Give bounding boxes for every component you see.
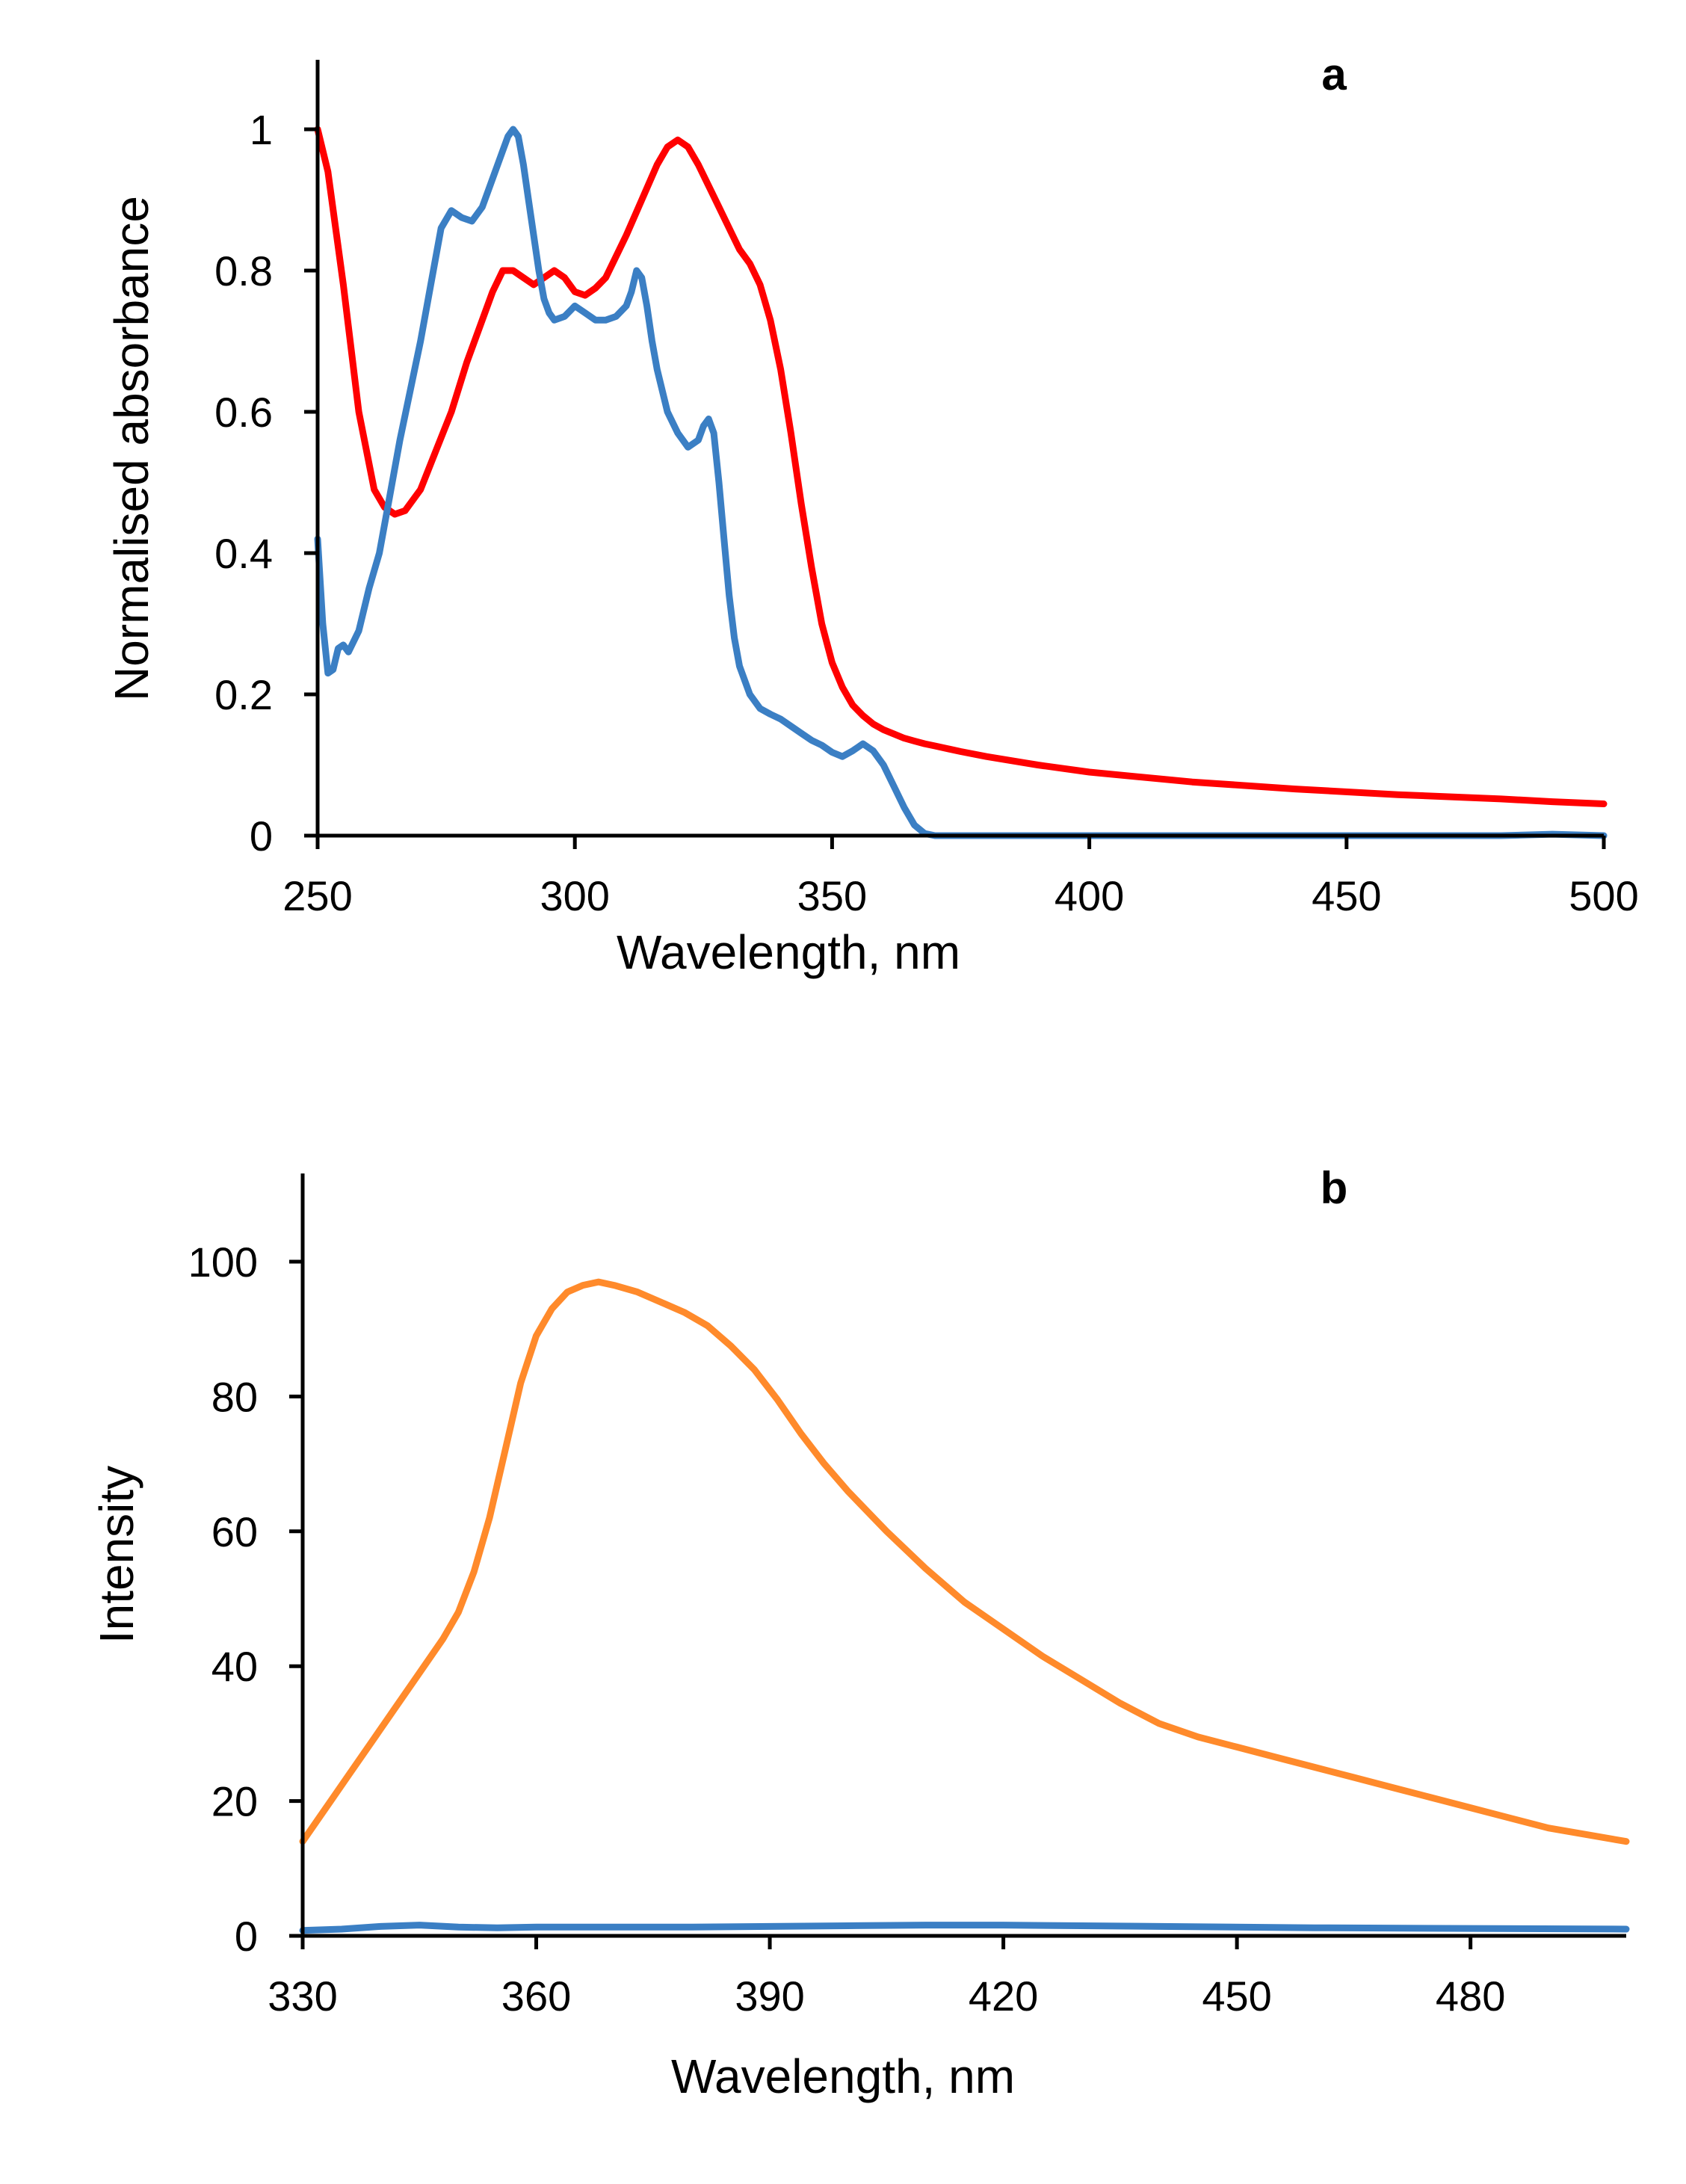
panel-a-x-tick-label: 300 — [540, 872, 609, 919]
panel-a-x-axis-title: Wavelength, nm — [617, 925, 960, 979]
panel-b-y-ticks: 0 20 40 60 80 100 — [188, 1238, 303, 1960]
panel-a-y-ticks: 0 0.2 0.4 0.6 0.8 1 — [214, 106, 318, 860]
panel-a-y-tick-label: 0 — [250, 812, 273, 860]
panel-a-y-tick-label: 1 — [250, 106, 273, 153]
panel-b-label: b — [1321, 1163, 1348, 1213]
panel-b-y-tick-label: 0 — [235, 1913, 258, 1960]
panel-b-x-axis-title: Wavelength, nm — [671, 2049, 1015, 2103]
panel-b-x-tick-label: 390 — [735, 1972, 804, 2020]
panel-a-y-tick-label: 0.4 — [214, 530, 273, 577]
panel-a-y-tick-label: 0.6 — [214, 389, 273, 436]
panel-a-y-axis-title: Normalised absorbance — [105, 196, 158, 701]
panel-a-y-tick-label: 0.2 — [214, 671, 273, 718]
panel-a-blue-series-line — [314, 126, 1608, 839]
panel-a: 250 300 350 400 450 500 0 0.2 0.4 0.6 0.8 1 Wavele… — [105, 49, 1639, 979]
panel-a-x-tick-label: 350 — [797, 872, 867, 919]
panel-b-x-ticks: 330 360 390 420 450 480 — [268, 1936, 1505, 2020]
panel-b-y-tick-label: 80 — [211, 1373, 258, 1420]
panel-b-y-tick-label: 20 — [211, 1778, 258, 1825]
panel-a-x-tick-label: 250 — [282, 872, 352, 919]
panel-a-series — [314, 126, 1608, 839]
panel-b-series — [299, 1278, 1630, 1934]
panel-b-x-tick-label: 450 — [1202, 1972, 1271, 2020]
panel-b-blue-series-line — [299, 1922, 1630, 1934]
panel-b-orange-series-line — [299, 1278, 1630, 1845]
panel-a-red-series-line — [314, 126, 1608, 807]
panel-b-x-tick-label: 330 — [268, 1972, 337, 2020]
panel-b-x-tick-label: 360 — [501, 1972, 571, 2020]
panel-b-y-tick-label: 40 — [211, 1643, 258, 1690]
panel-b: 330 360 390 420 450 480 0 20 40 60 80 100 Waveleng… — [90, 1163, 1630, 2103]
panel-a-x-tick-label: 400 — [1054, 872, 1124, 919]
panel-b-y-axis-title: Intensity — [90, 1466, 143, 1644]
panel-a-label: a — [1321, 49, 1347, 99]
panel-a-y-tick-label: 0.8 — [214, 247, 273, 294]
panel-b-y-tick-label: 100 — [188, 1238, 258, 1286]
panel-b-x-tick-label: 480 — [1436, 1972, 1505, 2020]
panel-a-x-tick-label: 450 — [1312, 872, 1381, 919]
panel-b-y-tick-label: 60 — [211, 1508, 258, 1555]
panel-a-x-tick-label: 500 — [1569, 872, 1638, 919]
panel-a-x-ticks: 250 300 350 400 450 500 — [282, 836, 1639, 919]
panel-b-x-tick-label: 420 — [969, 1972, 1038, 2020]
